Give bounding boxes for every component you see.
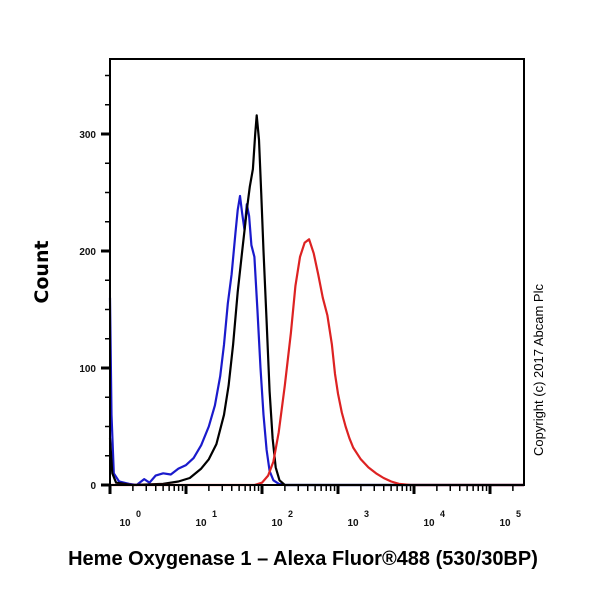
- x-tick-exponent: 1: [212, 509, 217, 519]
- x-axis-title: Heme Oxygenase 1 – Alexa Fluor®488 (530/…: [68, 548, 538, 570]
- y-tick-label: 100: [79, 364, 96, 375]
- series-black-curve: [108, 114, 524, 487]
- x-tick-label: 10: [423, 518, 435, 529]
- series-red-curve: [110, 238, 524, 487]
- plot-frame: [109, 58, 525, 486]
- series-blue-curve: [108, 194, 524, 487]
- copyright-annotation: Copyright (c) 2017 Abcam Plc: [531, 284, 546, 456]
- x-tick-exponent: 0: [136, 509, 141, 519]
- x-axis: 10 0 10 1 10 2 10 3 10 4 10 5: [108, 485, 521, 529]
- y-tick-label: 300: [79, 130, 96, 141]
- y-tick-label: 200: [79, 247, 96, 258]
- histogram-curves: [108, 114, 524, 487]
- x-tick-exponent: 5: [516, 509, 521, 519]
- x-tick-label: 10: [347, 518, 359, 529]
- x-tick-label: 10: [195, 518, 207, 529]
- y-axis-label: Count: [31, 240, 53, 303]
- x-tick-label: 10: [271, 518, 283, 529]
- x-tick-label: 10: [499, 518, 511, 529]
- x-tick-label: 10: [119, 518, 131, 529]
- x-tick-exponent: 2: [288, 509, 293, 519]
- y-tick-label: 0: [90, 481, 96, 492]
- x-tick-exponent: 3: [364, 509, 369, 519]
- x-tick-exponent: 4: [440, 509, 445, 519]
